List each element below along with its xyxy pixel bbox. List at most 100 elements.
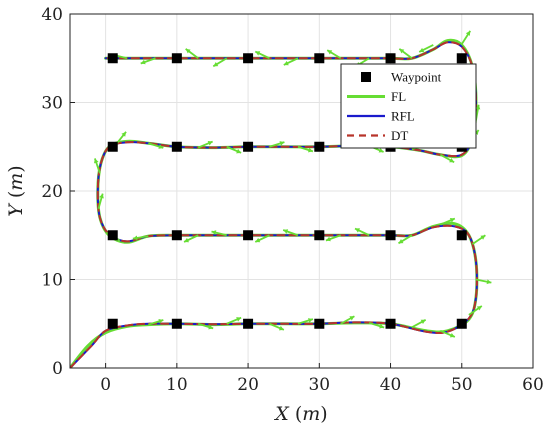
legend-label-rfl: RFL [391,109,415,124]
heading-arrow [269,141,285,148]
waypoint-marker [107,141,118,152]
heading-arrow [440,217,456,226]
waypoint-marker [107,230,118,241]
heading-arrow-head [278,325,284,331]
heading-arrow-head [255,51,261,56]
legend-label-waypoint: Waypoint [391,70,442,85]
heading-arrow [297,145,314,153]
x-tick-label: 60 [522,375,544,395]
heading-arrow [254,234,270,243]
waypoint-marker [243,141,254,152]
x-tick-label: 10 [166,375,188,395]
heading-arrow-head [283,60,289,66]
heading-arrow-head [140,59,146,65]
heading-arrow-head [419,47,425,53]
heading-arrow-head [283,229,289,234]
heading-arrow-head [236,317,242,322]
waypoint-marker [107,318,118,329]
heading-arrow [183,234,199,243]
heading-arrow-head [208,324,214,330]
x-tick-label: 20 [237,375,259,395]
heading-arrow [368,322,385,329]
heading-arrow [326,49,342,60]
heading-arrow-head [211,230,217,235]
heading-arrow [211,230,227,237]
heading-arrow [197,322,214,330]
legend-marker-waypoint [361,72,371,82]
y-tick-label: 30 [41,94,63,114]
heading-arrow-head [420,319,426,324]
heading-arrow-head [158,144,164,149]
heading-arrow-head [207,141,213,146]
waypoint-marker [171,53,182,64]
waypoint-marker [385,53,396,64]
heading-arrow-head [398,239,404,244]
x-tick-label: 30 [308,375,330,395]
heading-arrow [148,319,164,326]
x-axis-label: X (m) [273,403,327,425]
heading-arrow-head [94,158,99,164]
y-tick-label: 0 [52,359,63,379]
waypoint-markers [107,53,467,329]
legend-label-fl: FL [391,89,406,104]
heading-arrow [282,229,299,237]
heading-arrow-head [99,193,104,199]
waypoint-marker [456,230,467,241]
heading-arrow [468,305,483,316]
waypoint-marker [385,230,396,241]
waypoint-marker [456,53,467,64]
heading-arrow-head [476,306,482,311]
waypoint-marker [456,318,467,329]
waypoint-marker [314,53,325,64]
waypoint-marker [243,230,254,241]
heading-arrow [212,57,228,68]
legend-label-dt: DT [391,128,408,143]
heading-arrow [269,322,285,331]
waypoint-marker [314,141,325,152]
heading-arrow-head [325,236,331,242]
heading-arrow-head [480,235,486,240]
heading-arrow-head [486,279,492,285]
heading-arrow [97,193,104,209]
axis-ticks: 0 10 20 30 40 50 60 0 10 20 30 40 [41,5,543,395]
heading-arrow [440,330,456,338]
heading-arrow [325,234,341,242]
heading-arrow [411,318,427,329]
heading-arrow [254,50,270,60]
waypoint-marker [171,318,182,329]
heading-arrow [475,278,492,285]
heading-arrow-head [255,237,261,243]
heading-arrow [398,48,413,59]
heading-arrow-head [449,158,455,163]
heading-arrow [418,44,434,53]
heading-arrow-head [378,148,384,153]
heading-arrow [471,234,486,245]
heading-arrow-head [185,48,191,54]
y-tick-label: 20 [41,182,63,202]
y-axis-label: Y (m) [5,165,27,216]
heading-arrow-head [355,228,360,233]
waypoint-marker [385,318,396,329]
heading-arrow [140,57,156,65]
heading-arrow [283,57,299,66]
waypoint-marker [243,53,254,64]
heading-arrow [197,140,213,149]
waypoint-marker [314,318,325,329]
heading-arrow [461,30,471,45]
heading-arrow-head [236,148,242,154]
x-tick-label: 40 [380,375,402,395]
heading-arrow [226,145,242,154]
heading-arrow [132,235,149,241]
heading-arrow-head [475,104,481,110]
heading-arrow-head [158,319,164,324]
heading-arrow-head [279,141,285,146]
heading-arrow-head [121,131,127,137]
heading-arrow [398,234,413,245]
heading-arrow-head [184,237,190,243]
heading-arrow [93,158,101,174]
heading-arrow [297,318,314,325]
heading-arrow [148,142,164,149]
heading-arrow-head [213,62,219,67]
heading-arrow-head [379,323,385,329]
heading-arrow-head [399,48,405,54]
